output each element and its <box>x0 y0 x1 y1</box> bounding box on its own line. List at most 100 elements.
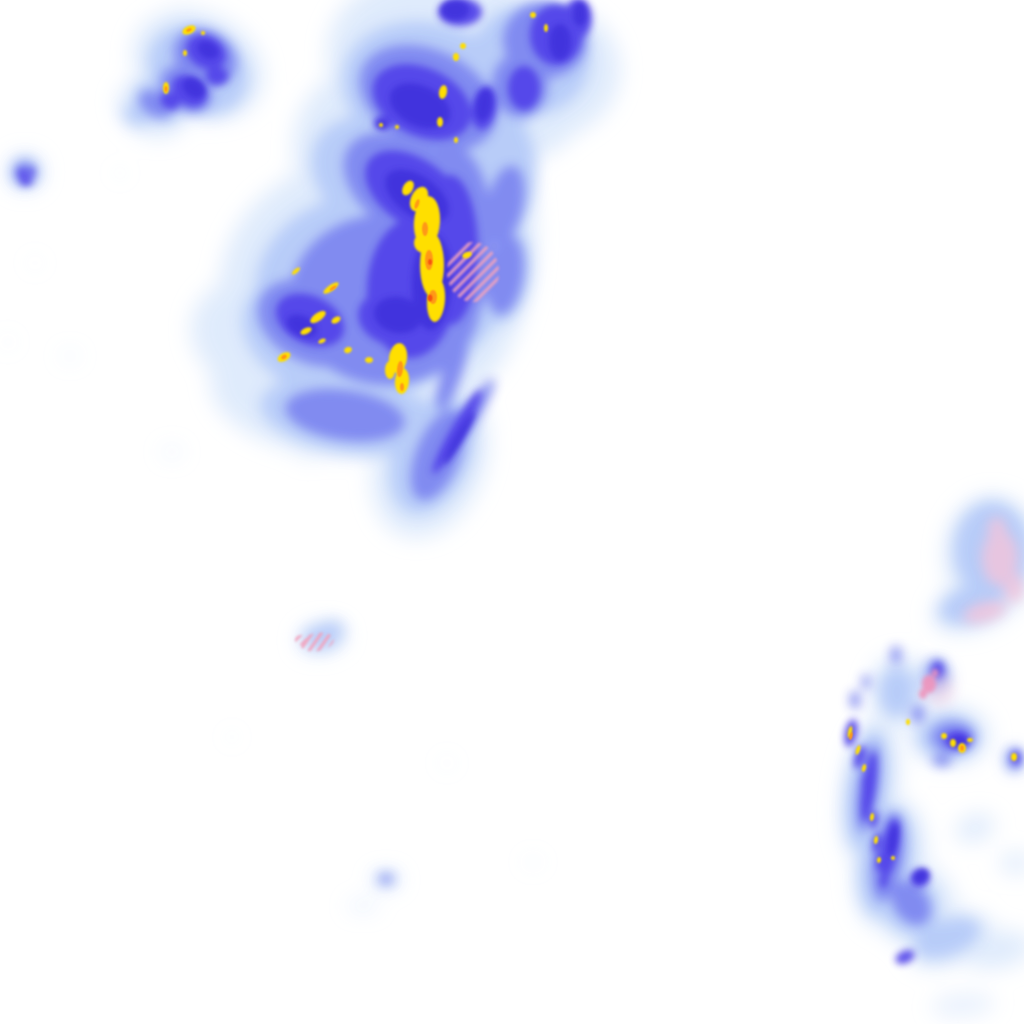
precipitation-blob <box>530 12 536 18</box>
precipitation-blob <box>300 327 312 335</box>
precipitation-blob <box>544 24 548 32</box>
precipitation-blob <box>402 180 414 196</box>
precipitation-blob <box>862 769 874 791</box>
precipitation-blob <box>447 242 499 302</box>
precipitation-blob <box>524 859 542 865</box>
precipitation-blob <box>61 352 79 360</box>
precipitation-blob <box>164 86 168 92</box>
precipitation-blob <box>932 669 938 677</box>
precipitation-blob <box>850 691 860 709</box>
precipitation-blob <box>285 388 405 442</box>
precipitation-blob <box>891 856 895 860</box>
precipitation-blob <box>891 881 931 925</box>
precipitation-blob <box>891 646 901 664</box>
precipitation-blob <box>485 165 525 245</box>
precipitation-blob <box>437 117 443 127</box>
precipitation-blob <box>963 931 1024 969</box>
precipitation-blob <box>380 875 392 883</box>
precipitation-blob <box>475 89 493 121</box>
precipitation-blob <box>549 24 571 60</box>
precipitation-blob <box>895 950 915 964</box>
precipitation-blob <box>436 333 468 411</box>
precipitation-blob <box>344 346 352 354</box>
precipitation-blob <box>281 354 287 360</box>
precipitation-blob <box>933 754 951 766</box>
precipitation-blob <box>869 813 875 821</box>
precipitation-blob <box>331 316 341 324</box>
precipitation-blob <box>395 125 399 129</box>
precipitation-blob <box>919 689 927 699</box>
layer-mixed-pink-strong <box>919 669 938 699</box>
precipitation-blob <box>855 745 861 755</box>
precipitation-blob <box>441 760 453 766</box>
precipitation-blob <box>374 296 422 334</box>
precipitation-blob <box>486 235 524 315</box>
precipitation-blob <box>861 764 867 772</box>
layer-rain-intense <box>182 0 967 883</box>
precipitation-blob <box>20 177 32 185</box>
precipitation-blob <box>201 31 205 35</box>
precipitation-blob <box>913 917 981 959</box>
precipitation-blob <box>385 361 395 379</box>
precipitation-blob <box>849 732 853 740</box>
precipitation-blob <box>389 83 451 129</box>
precipitation-blob <box>862 675 870 689</box>
precipitation-blob <box>379 123 383 127</box>
precipitation-blob <box>428 259 432 265</box>
precipitation-blob <box>30 260 40 266</box>
precipitation-blob <box>982 530 1018 586</box>
precipitation-blob <box>432 390 482 474</box>
precipitation-blob <box>322 621 344 637</box>
precipitation-blob <box>365 357 373 363</box>
precipitation-blob <box>182 77 206 99</box>
precipitation-blob <box>183 50 187 56</box>
precipitation-blob <box>116 170 124 176</box>
precipitation-blob <box>950 739 956 747</box>
precipitation-blob <box>888 824 898 856</box>
precipitation-blob <box>291 267 301 275</box>
precipitation-blob <box>1004 573 1024 603</box>
precipitation-blob <box>879 872 889 888</box>
precipitation-blob <box>879 667 915 717</box>
precipitation-blob <box>906 719 910 725</box>
precipitation-blob <box>912 705 924 723</box>
precipitation-blob <box>963 600 1007 624</box>
precipitation-blob <box>941 733 947 739</box>
precipitation-blob <box>18 168 26 178</box>
precipitation-blob <box>453 53 459 61</box>
precipitation-blob <box>176 6 188 14</box>
precipitation-blob <box>443 411 475 465</box>
precipitation-blob <box>955 813 995 843</box>
precipitation-blob <box>427 294 433 302</box>
precipitation-blob <box>988 517 1006 539</box>
precipitation-blob <box>396 361 404 377</box>
precipitation-blob <box>206 67 228 85</box>
precipitation-blob <box>123 104 151 126</box>
precipitation-blob <box>197 41 219 59</box>
precipitation-blob <box>300 632 334 652</box>
precipitation-blob <box>414 199 420 209</box>
precipitation-blob <box>227 734 237 740</box>
precipitation-blob <box>967 738 973 742</box>
precipitation-blob <box>409 186 429 212</box>
precipitation-blob <box>460 43 466 49</box>
precipitation-blob <box>853 745 867 769</box>
precipitation-blob <box>318 338 326 344</box>
precipitation-blob <box>28 168 34 176</box>
precipitation-blob <box>161 446 183 458</box>
precipitation-blob <box>873 836 879 844</box>
precipitation-blob <box>462 251 472 259</box>
precipitation-blob <box>1011 753 1017 761</box>
precipitation-blob <box>922 675 936 693</box>
precipitation-blob <box>329 285 337 291</box>
precipitation-blob <box>438 85 448 99</box>
precipitation-blob <box>931 994 995 1016</box>
layer-extreme-red <box>427 259 433 302</box>
precipitation-blob <box>960 745 964 751</box>
precipitation-blob <box>347 902 379 910</box>
layer-mixed-hatch <box>295 242 499 652</box>
precipitation-blob <box>4 337 12 347</box>
precipitation-blob <box>298 451 316 461</box>
